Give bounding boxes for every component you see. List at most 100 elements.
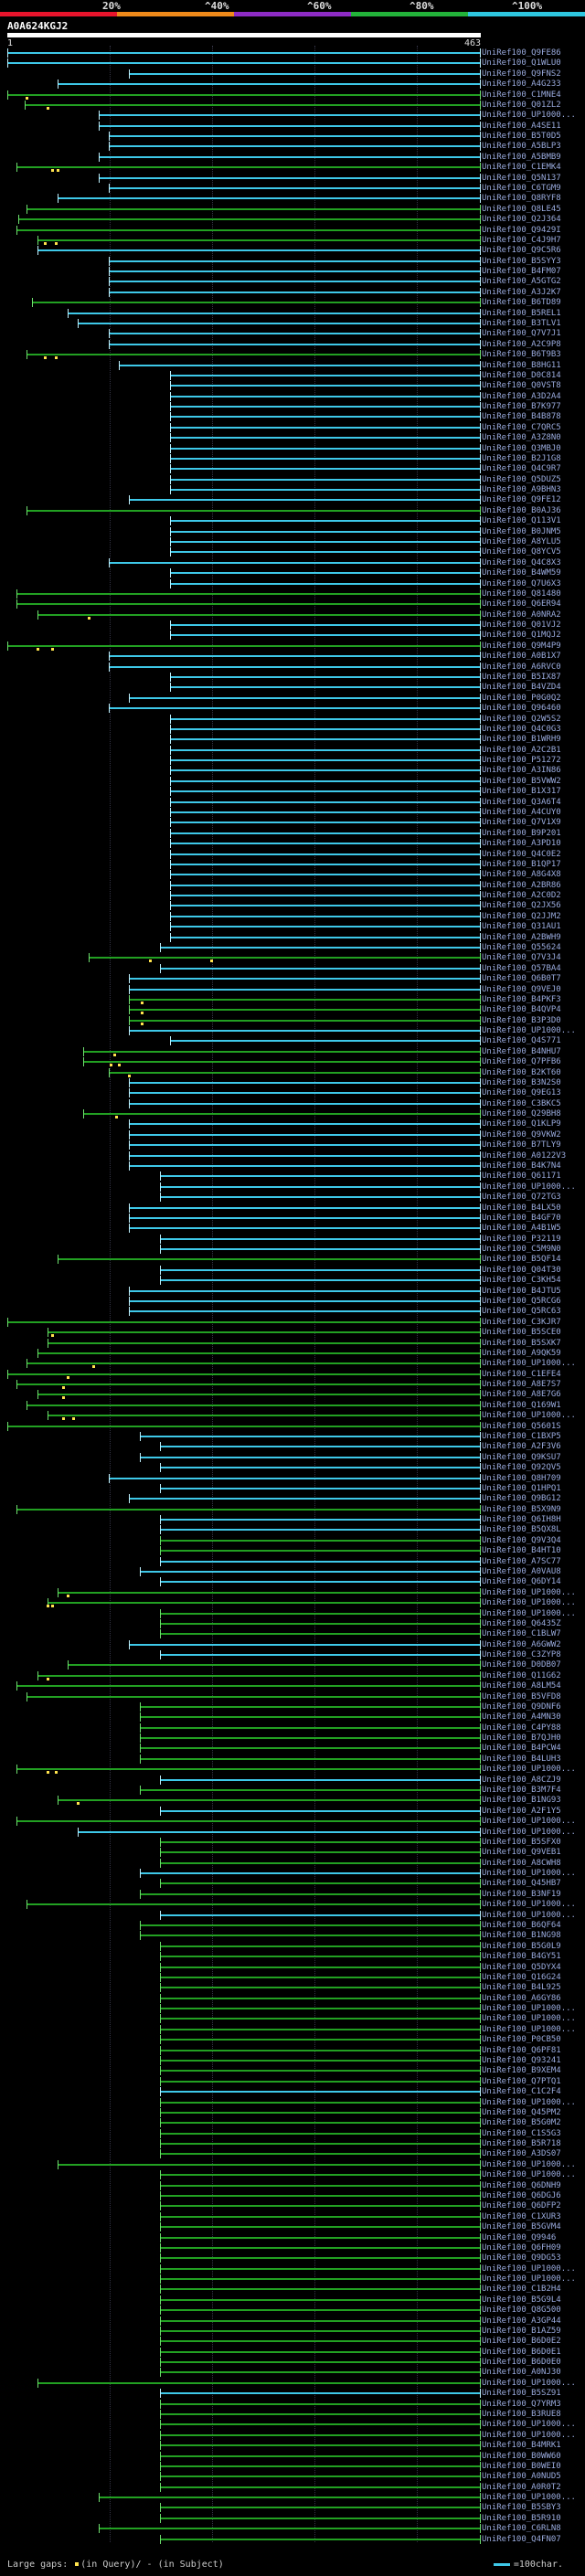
hit-label[interactable]: UniRef100_Q6FH09 [482,2242,561,2253]
hit-label[interactable]: UniRef100_C4J9H7 [482,235,561,245]
hit-label[interactable]: UniRef100_A0NRA2 [482,610,561,620]
hit-row[interactable]: UniRef100_Q9VKW2 [0,1129,585,1140]
hit-label[interactable]: UniRef100_D0C814 [482,370,561,380]
hit-row[interactable]: UniRef100_A0NRA2 [0,610,585,620]
hit-row[interactable]: UniRef100_A4B1W5 [0,1223,585,1234]
hit-row[interactable]: UniRef100_C1BLW7 [0,1628,585,1639]
hit-label[interactable]: UniRef100_Q8H709 [482,1473,561,1483]
hit-row[interactable]: UniRef100_UP1000... [0,2024,585,2035]
hit-row[interactable]: UniRef100_C3KJR7 [0,1317,585,1328]
hit-label[interactable]: UniRef100_B6D0E1 [482,2347,561,2357]
hit-row[interactable]: UniRef100_A0VAU8 [0,1566,585,1577]
hit-row[interactable]: UniRef100_Q9C5R6 [0,245,585,256]
hit-label[interactable]: UniRef100_B3TLV1 [482,318,561,328]
hit-row[interactable]: UniRef100_A5BLP3 [0,141,585,152]
hit-row[interactable]: UniRef100_B3N2S0 [0,1077,585,1088]
hit-label[interactable]: UniRef100_B0JNM5 [482,526,561,536]
hit-label[interactable]: UniRef100_B4QVP4 [482,1005,561,1015]
hit-label[interactable]: UniRef100_B7QJH0 [482,1733,561,1744]
hit-label[interactable]: UniRef100_Q9EG13 [482,1088,561,1098]
hit-label[interactable]: UniRef100_A4CUY0 [482,807,561,817]
hit-row[interactable]: UniRef100_UP1000... [0,2492,585,2503]
hit-row[interactable]: UniRef100_B3RUE8 [0,2409,585,2420]
hit-row[interactable]: UniRef100_B4QVP4 [0,1004,585,1015]
hit-row[interactable]: UniRef100_B3P3D0 [0,1015,585,1026]
hit-label[interactable]: UniRef100_UP1000... [482,2420,576,2430]
hit-row[interactable]: UniRef100_A8LM54 [0,1680,585,1691]
hit-label[interactable]: UniRef100_A3GP44 [482,2316,561,2326]
hit-label[interactable]: UniRef100_B1WRH9 [482,735,561,745]
hit-label[interactable]: UniRef100_Q9VKW2 [482,1129,561,1140]
hit-label[interactable]: UniRef100_Q1WLU0 [482,58,561,69]
hit-row[interactable]: UniRef100_B5SYY3 [0,256,585,267]
hit-label[interactable]: UniRef100_C1EFE4 [482,1369,561,1379]
hit-label[interactable]: UniRef100_B5T0D5 [482,132,561,142]
hit-row[interactable]: UniRef100_Q6DY14 [0,1576,585,1587]
hit-label[interactable]: UniRef100_A8CWH8 [482,1858,561,1868]
hit-label[interactable]: UniRef100_B3M7F4 [482,1786,561,1796]
hit-label[interactable]: UniRef100_B5GVM4 [482,2222,561,2232]
hit-label[interactable]: UniRef100_A8E7S7 [482,1380,561,1390]
hit-label[interactable]: UniRef100_B4LUH3 [482,1754,561,1764]
hit-row[interactable]: UniRef100_UP1000... [0,2263,585,2274]
hit-label[interactable]: UniRef100_UP1000... [482,2159,576,2169]
hit-row[interactable]: UniRef100_C3KH54 [0,1275,585,1286]
hit-label[interactable]: UniRef100_A3PD10 [482,839,561,849]
hit-row[interactable]: UniRef100_Q9FE12 [0,494,585,505]
hit-label[interactable]: UniRef100_Q5RCG6 [482,1297,561,1306]
hit-label[interactable]: UniRef100_B6D0E0 [482,2358,561,2368]
hit-label[interactable]: UniRef100_C3ZYP8 [482,1650,561,1660]
hit-label[interactable]: UniRef100_A4B1W5 [482,1224,561,1234]
hit-row[interactable]: UniRef100_Q9KSU7 [0,1452,585,1463]
hit-label[interactable]: UniRef100_A4MN30 [482,1712,561,1723]
hit-label[interactable]: UniRef100_A5BLP3 [482,142,561,152]
hit-label[interactable]: UniRef100_P0CB50 [482,2035,561,2045]
hit-row[interactable]: UniRef100_A0B1X7 [0,651,585,662]
hit-row[interactable]: UniRef100_B5G0M2 [0,2117,585,2128]
hit-row[interactable]: UniRef100_Q113V1 [0,515,585,526]
hit-row[interactable]: UniRef100_C6RLN8 [0,2523,585,2534]
hit-label[interactable]: UniRef100_Q8G500 [482,2306,561,2316]
hit-label[interactable]: UniRef100_Q45HB7 [482,1879,561,1889]
hit-row[interactable]: UniRef100_B5SBY3 [0,2502,585,2513]
hit-label[interactable]: UniRef100_B4K7N4 [482,1161,561,1171]
hit-row[interactable]: UniRef100_B6D0E1 [0,2347,585,2358]
hit-row[interactable]: UniRef100_UP1000... [0,1608,585,1619]
hit-label[interactable]: UniRef100_B4JTU5 [482,1286,561,1296]
hit-label[interactable]: UniRef100_Q45PM2 [482,2107,561,2117]
hit-label[interactable]: UniRef100_B5QF14 [482,1255,561,1265]
hit-label[interactable]: UniRef100_C3KH54 [482,1276,561,1286]
hit-row[interactable]: UniRef100_A6GY86 [0,1993,585,2004]
hit-label[interactable]: UniRef100_B3P3D0 [482,1015,561,1025]
hit-label[interactable]: UniRef100_Q9VEJ0 [482,984,561,994]
hit-row[interactable]: UniRef100_B4HT10 [0,1545,585,1556]
hit-row[interactable]: UniRef100_Q7PFB6 [0,1056,585,1067]
hit-label[interactable]: UniRef100_UP1000... [482,1587,576,1597]
hit-label[interactable]: UniRef100_A2BR86 [482,880,561,890]
hit-row[interactable]: UniRef100_C1B2H4 [0,2284,585,2295]
hit-row[interactable]: UniRef100_B6D0E2 [0,2336,585,2347]
hit-label[interactable]: UniRef100_C3BKC5 [482,1098,561,1108]
hit-label[interactable]: UniRef100_B3RUE8 [482,2410,561,2420]
hit-row[interactable]: UniRef100_Q9FNS2 [0,69,585,80]
hit-row[interactable]: UniRef100_Q4C9R7 [0,463,585,474]
hit-row[interactable]: UniRef100_Q93241 [0,2055,585,2066]
hit-label[interactable]: UniRef100_Q7PFB6 [482,1057,561,1067]
hit-label[interactable]: UniRef100_B4GY51 [482,1952,561,1962]
hit-row[interactable]: UniRef100_UP1000... [0,1587,585,1598]
hit-label[interactable]: UniRef100_C5M9N0 [482,1245,561,1255]
hit-row[interactable]: UniRef100_Q81480 [0,588,585,599]
hit-row[interactable]: UniRef100_Q9VEJ0 [0,984,585,995]
hit-label[interactable]: UniRef100_UP1000... [482,1869,576,1879]
hit-row[interactable]: UniRef100_B5T0D5 [0,131,585,142]
hit-label[interactable]: UniRef100_B5R910 [482,2513,561,2523]
hit-row[interactable]: UniRef100_UP1000... [0,1868,585,1879]
hit-row[interactable]: UniRef100_B1AZ59 [0,2326,585,2337]
hit-row[interactable]: UniRef100_Q7V1X9 [0,817,585,828]
hit-row[interactable]: UniRef100_C6TGM9 [0,183,585,194]
hit-row[interactable]: UniRef100_Q45PM2 [0,2107,585,2118]
hit-label[interactable]: UniRef100_B9XEM4 [482,2066,561,2076]
hit-row[interactable]: UniRef100_B3M7F4 [0,1785,585,1796]
hit-row[interactable]: UniRef100_A3J2K7 [0,287,585,298]
hit-row[interactable]: UniRef100_UP1000... [0,1182,585,1193]
